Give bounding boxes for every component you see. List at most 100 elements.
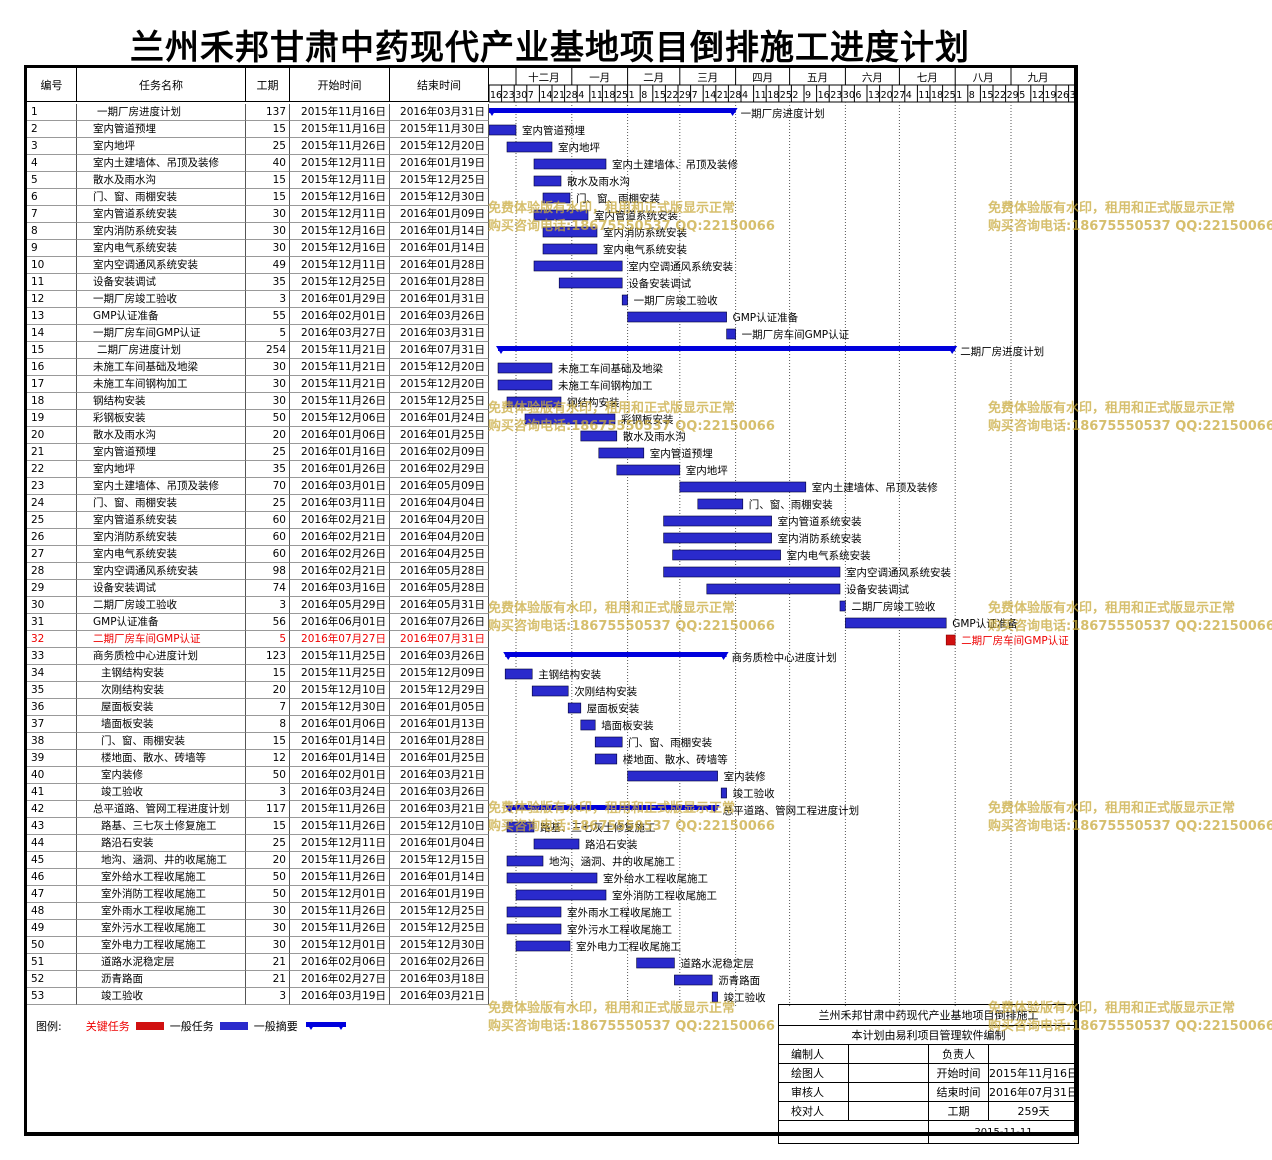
table-row[interactable]: 44 路沿石安装 25 2015年12月11日 2016年01月04日	[27, 835, 489, 852]
table-row[interactable]: 5 散水及雨水沟 15 2015年12月11日 2015年12月25日	[27, 172, 489, 189]
bar-label: 室内土建墙体、吊顶及装修	[612, 158, 738, 171]
task-duration: 98	[246, 563, 290, 580]
table-row[interactable]: 49 室外污水工程收尾施工 30 2015年11月26日 2015年12月25日	[27, 920, 489, 937]
task-duration: 117	[246, 801, 290, 818]
table-row[interactable]: 31 GMP认证准备 56 2016年06月01日 2016年07月26日	[27, 614, 489, 631]
day-label: 3	[1070, 90, 1075, 101]
table-row[interactable]: 1 一期厂房进度计划 137 2015年11月16日 2016年03月31日	[27, 104, 489, 121]
task-name: 室外消防工程收尾施工	[77, 886, 246, 903]
task-start: 2016年01月29日	[290, 291, 390, 308]
table-row[interactable]: 29 设备安装调试 74 2016年03月16日 2016年05月28日	[27, 580, 489, 597]
table-row[interactable]: 53 竣工验收 3 2016年03月19日 2016年03月21日	[27, 988, 489, 1005]
task-bar	[663, 532, 772, 544]
task-duration: 50	[246, 767, 290, 784]
day-label: 27	[893, 90, 905, 101]
task-duration: 5	[246, 631, 290, 648]
table-row[interactable]: 16 未施工车间基础及地梁 30 2015年11月21日 2015年12月20日	[27, 359, 489, 376]
table-row[interactable]: 30 二期厂房竣工验收 3 2016年05月29日 2016年05月31日	[27, 597, 489, 614]
task-name: 室内土建墙体、吊顶及装修	[77, 478, 246, 495]
table-row[interactable]: 38 门、窗、雨棚安装 15 2016年01月14日 2016年01月28日	[27, 733, 489, 750]
table-row[interactable]: 12 一期厂房竣工验收 3 2016年01月29日 2016年01月31日	[27, 291, 489, 308]
table-row[interactable]: 47 室外消防工程收尾施工 50 2015年12月01日 2016年01月19日	[27, 886, 489, 903]
table-row[interactable]: 42 总平道路、管网工程进度计划 117 2015年11月26日 2016年03月21日	[27, 801, 489, 818]
table-row[interactable]: 26 室内消防系统安装 60 2016年02月21日 2016年04月20日	[27, 529, 489, 546]
task-name: 设备安装调试	[77, 274, 246, 291]
task-duration: 123	[246, 648, 290, 665]
table-row[interactable]: 48 室外雨水工程收尾施工 30 2015年11月26日 2015年12月25日	[27, 903, 489, 920]
table-row[interactable]: 51 道路水泥稳定层 21 2016年02月06日 2016年02月26日	[27, 954, 489, 971]
table-row[interactable]: 19 彩钢板安装 50 2015年12月06日 2016年01月24日	[27, 410, 489, 427]
bar-label: 散水及雨水沟	[623, 430, 686, 443]
table-row[interactable]: 9 室内电气系统安装 30 2015年12月16日 2016年01月14日	[27, 240, 489, 257]
table-row[interactable]: 10 室内空调通风系统安装 49 2015年12月11日 2016年01月28日	[27, 257, 489, 274]
task-name: 二期厂房竣工验收	[77, 597, 246, 614]
task-name: 散水及雨水沟	[77, 172, 246, 189]
table-row[interactable]: 32 二期厂房车间GMP认证 5 2016年07月27日 2016年07月31日	[27, 631, 489, 648]
table-row[interactable]: 33 商务质检中心进度计划 123 2015年11月25日 2016年03月26日	[27, 648, 489, 665]
month-label: 七月	[917, 72, 938, 84]
task-duration: 30	[246, 937, 290, 954]
table-row[interactable]: 41 竣工验收 3 2016年03月24日 2016年03月26日	[27, 784, 489, 801]
day-label: 9	[805, 90, 811, 101]
bar-label: 门、窗、雨棚安装	[628, 736, 712, 749]
day-label: 14	[704, 90, 716, 101]
table-row[interactable]: 37 墙面板安装 8 2016年01月06日 2016年01月13日	[27, 716, 489, 733]
table-row[interactable]: 23 室内土建墙体、吊顶及装修 70 2016年03月01日 2016年05月09日	[27, 478, 489, 495]
summary-end-marker	[727, 108, 738, 116]
table-row[interactable]: 6 门、窗、雨棚安装 15 2015年12月16日 2015年12月30日	[27, 189, 489, 206]
summary-start-marker	[505, 805, 515, 813]
table-row[interactable]: 50 室外电力工程收尾施工 30 2015年12月01日 2015年12月30日	[27, 937, 489, 954]
task-id: 6	[27, 189, 77, 206]
table-row[interactable]: 17 未施工车间钢构加工 30 2015年11月21日 2015年12月20日	[27, 376, 489, 393]
task-name: 室内地坪	[77, 461, 246, 478]
table-row[interactable]: 15 二期厂房进度计划 254 2015年11月21日 2016年07月31日	[27, 342, 489, 359]
table-row[interactable]: 36 屋面板安装 7 2015年12月30日 2016年01月05日	[27, 699, 489, 716]
table-row[interactable]: 28 室内空调通风系统安装 98 2016年02月21日 2016年05月28日	[27, 563, 489, 580]
bar-label: 室内管道预埋	[650, 447, 713, 460]
task-duration: 25	[246, 495, 290, 512]
table-row[interactable]: 40 室内装修 50 2016年02月01日 2016年03月21日	[27, 767, 489, 784]
table-row[interactable]: 25 室内管道系统安装 60 2016年02月21日 2016年04月20日	[27, 512, 489, 529]
task-name: 门、窗、雨棚安装	[77, 495, 246, 512]
task-end: 2015年12月09日	[390, 665, 489, 682]
table-row[interactable]: 43 路基、三七灰土修复施工 15 2015年11月26日 2015年12月10日	[27, 818, 489, 835]
table-row[interactable]: 39 楼地面、散水、砖墙等 12 2016年01月14日 2016年01月25日	[27, 750, 489, 767]
task-name: 主钢结构安装	[77, 665, 246, 682]
task-id: 19	[27, 410, 77, 427]
day-label: 8	[641, 90, 647, 101]
table-row[interactable]: 45 地沟、涵洞、井的收尾施工 20 2015年11月26日 2015年12月15日	[27, 852, 489, 869]
table-row[interactable]: 4 室内土建墙体、吊顶及装修 40 2015年12月11日 2016年01月19日	[27, 155, 489, 172]
table-row[interactable]: 24 门、窗、雨棚安装 25 2016年03月11日 2016年04月04日	[27, 495, 489, 512]
table-row[interactable]: 14 一期厂房车间GMP认证 5 2016年03月27日 2016年03月31日	[27, 325, 489, 342]
table-row[interactable]: 52 沥青路面 21 2016年02月27日 2016年03月18日	[27, 971, 489, 988]
task-duration: 21	[246, 971, 290, 988]
task-id: 47	[27, 886, 77, 903]
task-id: 22	[27, 461, 77, 478]
task-end: 2016年01月28日	[390, 274, 489, 291]
month-label: 九月	[1028, 72, 1049, 84]
task-duration: 60	[246, 529, 290, 546]
table-row[interactable]: 35 次刚结构安装 20 2015年12月10日 2015年12月29日	[27, 682, 489, 699]
table-row[interactable]: 2 室内管道预埋 15 2015年11月16日 2015年11月30日	[27, 121, 489, 138]
table-row[interactable]: 11 设备安装调试 35 2015年12月25日 2016年01月28日	[27, 274, 489, 291]
table-row[interactable]: 13 GMP认证准备 55 2016年02月01日 2016年03月26日	[27, 308, 489, 325]
table-row[interactable]: 8 室内消防系统安装 30 2015年12月16日 2016年01月14日	[27, 223, 489, 240]
bar-label: 室内装修	[724, 770, 766, 783]
task-id: 31	[27, 614, 77, 631]
bar-label: 散水及雨水沟	[567, 175, 630, 188]
table-row[interactable]: 22 室内地坪 35 2016年01月26日 2016年02月29日	[27, 461, 489, 478]
task-duration: 40	[246, 155, 290, 172]
task-end: 2015年12月25日	[390, 172, 489, 189]
table-row[interactable]: 27 室内电气系统安装 60 2016年02月26日 2016年04月25日	[27, 546, 489, 563]
table-row[interactable]: 21 室内管道预埋 25 2016年01月16日 2016年02月09日	[27, 444, 489, 461]
table-row[interactable]: 3 室内地坪 25 2015年11月26日 2015年12月20日	[27, 138, 489, 155]
day-label: 4	[578, 90, 584, 101]
table-row[interactable]: 46 室外给水工程收尾施工 50 2015年11月26日 2016年01月14日	[27, 869, 489, 886]
table-row[interactable]: 18 钢结构安装 30 2015年11月26日 2015年12月25日	[27, 393, 489, 410]
table-row[interactable]: 34 主钢结构安装 15 2015年11月25日 2015年12月09日	[27, 665, 489, 682]
bar-label: 室内管道系统安装	[594, 209, 678, 222]
task-id: 23	[27, 478, 77, 495]
table-row[interactable]: 7 室内管道系统安装 30 2015年12月11日 2016年01月09日	[27, 206, 489, 223]
table-row[interactable]: 20 散水及雨水沟 20 2016年01月06日 2016年01月25日	[27, 427, 489, 444]
task-start: 2015年12月30日	[290, 699, 390, 716]
